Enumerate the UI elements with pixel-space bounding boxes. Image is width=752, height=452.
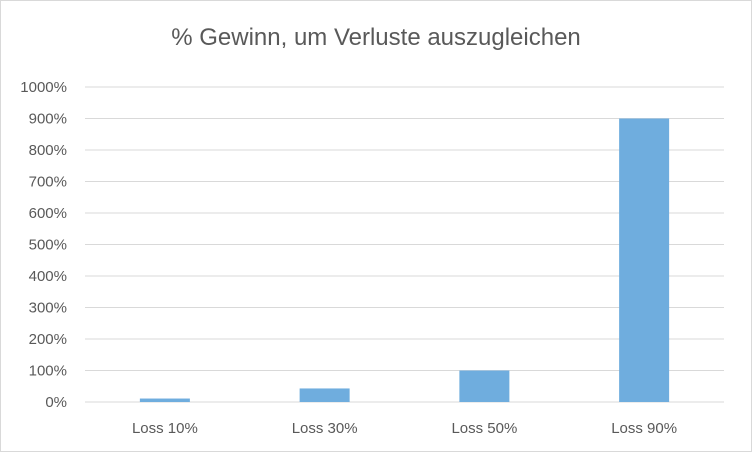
- y-tick-label: 1000%: [20, 79, 67, 96]
- gridlines: [85, 86, 724, 403]
- chart-title: % Gewinn, um Verluste auszugleichen: [171, 24, 581, 51]
- y-tick-label: 800%: [29, 142, 67, 159]
- x-axis-ticks: Loss 10% Loss 30% Loss 50% Loss 90%: [132, 420, 677, 437]
- x-tick-label: Loss 50%: [451, 420, 517, 437]
- bar: [299, 388, 350, 402]
- y-tick-label: 300%: [29, 300, 67, 317]
- y-tick-label: 500%: [29, 237, 67, 254]
- y-tick-label: 600%: [29, 205, 67, 222]
- y-tick-label: 200%: [29, 331, 67, 348]
- x-tick-label: Loss 10%: [132, 420, 198, 437]
- y-axis-ticks: 0% 100% 200% 300% 400% 500% 600% 700% 800% 900% 10…: [20, 79, 67, 411]
- bar: [619, 118, 670, 402]
- bar: [459, 370, 510, 402]
- y-tick-label: 100%: [29, 363, 67, 380]
- x-tick-label: Loss 90%: [611, 420, 677, 437]
- y-tick-label: 700%: [29, 174, 67, 191]
- y-tick-label: 400%: [29, 268, 67, 285]
- bar: [139, 398, 190, 402]
- bars: [139, 118, 670, 402]
- y-tick-label: 900%: [29, 111, 67, 128]
- x-tick-label: Loss 30%: [292, 420, 358, 437]
- y-tick-label: 0%: [45, 394, 67, 411]
